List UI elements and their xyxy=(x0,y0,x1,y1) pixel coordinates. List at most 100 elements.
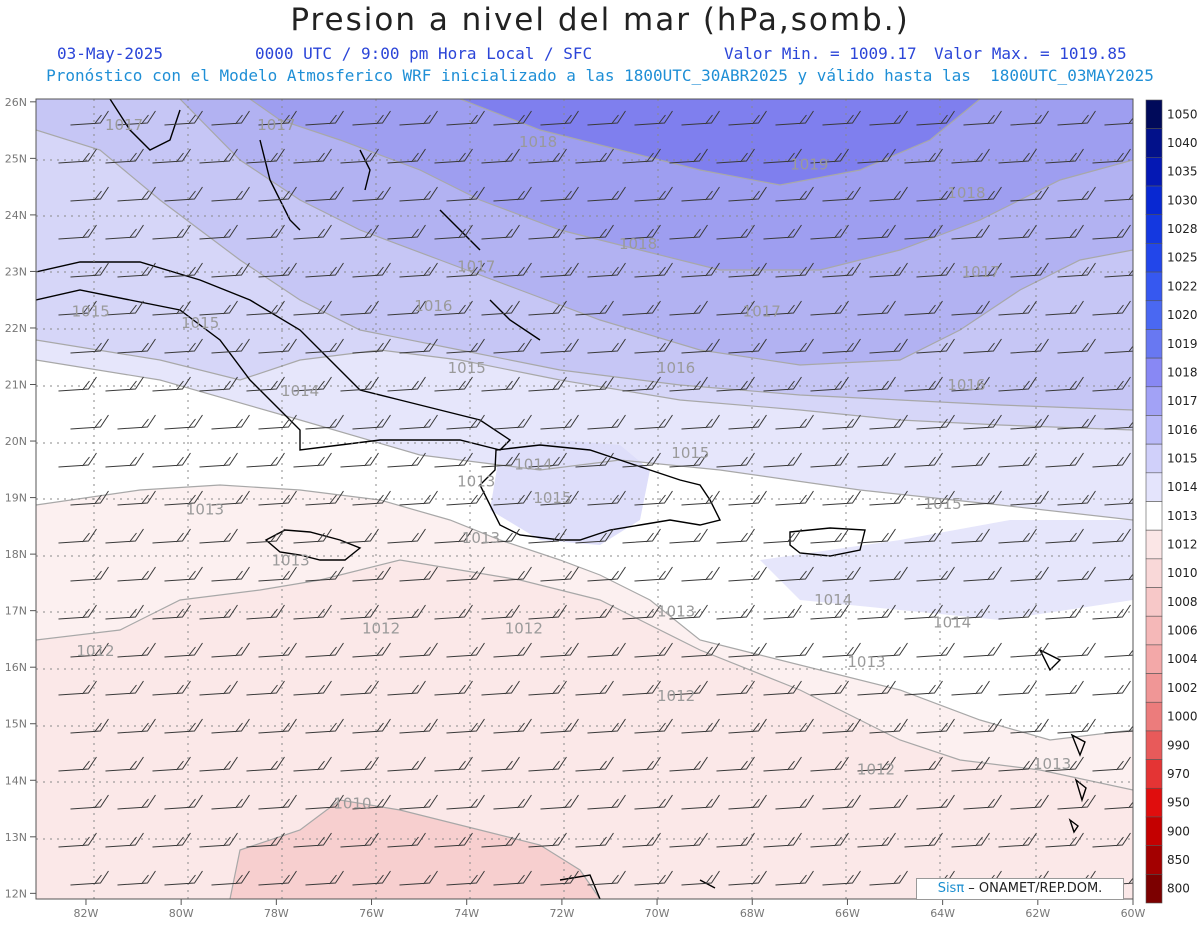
wind-barb xyxy=(869,338,908,354)
wind-barb xyxy=(493,262,532,278)
wind-barb xyxy=(681,262,720,278)
wind-barb xyxy=(669,300,708,316)
contour-label: 1017 xyxy=(105,116,143,134)
lat-tick-label: 17N xyxy=(5,605,27,618)
wind-barb xyxy=(211,718,250,734)
wind-barb xyxy=(258,490,297,506)
contour-label: 1014 xyxy=(814,591,852,609)
wind-barb xyxy=(246,376,285,392)
wind-barb xyxy=(340,756,379,772)
wind-barb xyxy=(58,148,97,164)
colorbar-swatch xyxy=(1145,587,1163,617)
wind-barb xyxy=(246,224,285,240)
wind-barb xyxy=(575,604,614,620)
wind-barb xyxy=(681,794,720,810)
wind-barb xyxy=(575,452,614,468)
wind-barb xyxy=(528,300,567,316)
colorbar-label: 950 xyxy=(1167,796,1190,810)
wind-barb xyxy=(1057,186,1096,202)
wind-barb xyxy=(669,452,708,468)
wind-barb xyxy=(352,718,391,734)
wind-barb xyxy=(152,756,191,772)
lat-tick-label: 24N xyxy=(5,209,27,222)
wind-barb xyxy=(810,680,849,696)
wind-barb xyxy=(399,338,438,354)
wind-barb xyxy=(775,642,814,658)
wind-barb xyxy=(58,452,97,468)
wind-barb xyxy=(70,566,109,582)
wind-barb xyxy=(211,870,250,886)
contour-label: 1012 xyxy=(657,687,695,705)
credit-brand: Sisπ xyxy=(937,881,965,896)
wind-barb xyxy=(575,528,614,544)
wind-barb xyxy=(352,338,391,354)
colorbar-label: 1004 xyxy=(1167,652,1198,666)
forecast-date: 03-May-2025 xyxy=(57,44,163,63)
wind-barb xyxy=(305,414,344,430)
wind-barb xyxy=(399,186,438,202)
wind-barb xyxy=(822,414,861,430)
wind-barb xyxy=(681,566,720,582)
colorbar-label: 1022 xyxy=(1167,279,1198,293)
wind-barb xyxy=(340,832,379,848)
wind-barb xyxy=(775,490,814,506)
wind-barb xyxy=(869,566,908,582)
wind-barb xyxy=(1010,262,1049,278)
wind-barb xyxy=(998,224,1037,240)
wind-barb xyxy=(58,756,97,772)
wind-barb xyxy=(211,566,250,582)
wind-barb xyxy=(622,300,661,316)
wind-barb xyxy=(1104,497,1133,506)
wind-barb xyxy=(58,376,97,392)
lat-tick-label: 23N xyxy=(5,265,27,278)
wind-barb xyxy=(540,186,579,202)
wind-barb xyxy=(540,414,579,430)
wind-barb xyxy=(493,718,532,734)
colorbar-label: 1018 xyxy=(1167,365,1198,379)
wind-barb xyxy=(246,832,285,848)
contour-label: 1018 xyxy=(619,235,657,253)
wind-barb xyxy=(164,186,203,202)
wind-barb xyxy=(716,756,755,772)
wind-barb xyxy=(481,300,520,316)
wind-barb xyxy=(669,832,708,848)
wind-barb xyxy=(775,338,814,354)
wind-barb xyxy=(857,528,896,544)
wind-barb xyxy=(998,756,1037,772)
wind-barb xyxy=(1045,452,1084,468)
wind-barb xyxy=(857,376,896,392)
colorbar-swatch xyxy=(1145,501,1163,531)
wind-barb xyxy=(1092,756,1131,772)
lat-tick-label: 12N xyxy=(5,887,27,900)
lat-tick-label: 25N xyxy=(5,152,27,165)
wind-barb xyxy=(681,338,720,354)
min-value: Valor Min. = 1009.17 xyxy=(724,44,917,63)
contour-label: 1013 xyxy=(457,472,495,490)
wind-barb xyxy=(1092,452,1131,468)
wind-barb xyxy=(446,414,485,430)
contour-label: 1017 xyxy=(257,116,295,134)
wind-barb xyxy=(117,414,156,430)
wind-barb xyxy=(446,490,485,506)
wind-barb xyxy=(951,528,990,544)
wind-barb xyxy=(822,338,861,354)
wind-barb xyxy=(1057,338,1096,354)
wind-barb xyxy=(164,642,203,658)
wind-barb xyxy=(857,300,896,316)
colorbar-label: 1014 xyxy=(1167,480,1198,494)
wind-barb xyxy=(634,186,673,202)
wind-barb xyxy=(1045,604,1084,620)
wind-barb xyxy=(1057,110,1096,126)
wind-barb xyxy=(810,452,849,468)
wind-barb xyxy=(1010,794,1049,810)
wind-barb xyxy=(117,338,156,354)
wind-barb xyxy=(1104,269,1133,278)
wind-barb xyxy=(246,148,285,164)
wind-barb xyxy=(258,566,297,582)
wind-barb xyxy=(1045,224,1084,240)
wind-barb xyxy=(916,262,955,278)
wind-barb xyxy=(1104,801,1133,810)
colorbar-label: 1006 xyxy=(1167,624,1198,638)
wind-barb xyxy=(434,604,473,620)
wind-barb xyxy=(822,718,861,734)
